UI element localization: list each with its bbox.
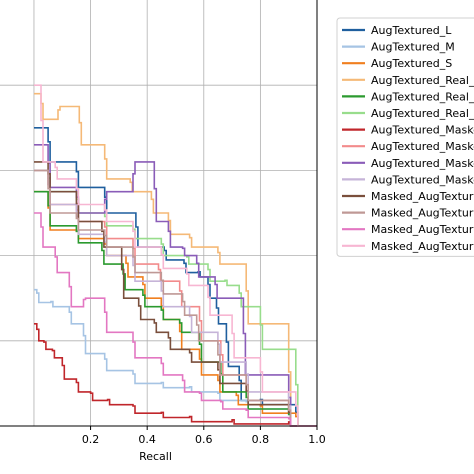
legend-label: AugTextured_Masked	[371, 140, 474, 153]
series-line-10	[34, 169, 317, 427]
x-tick-label: 1.0	[308, 433, 326, 446]
x-axis-label: Recall	[139, 450, 172, 463]
series-line-13	[34, 212, 317, 427]
legend-label: AugTextured_Masked	[371, 124, 474, 137]
series-line-14	[34, 84, 317, 427]
series-line-2	[34, 288, 317, 427]
legend-label: Masked_AugTextur	[371, 223, 474, 236]
x-tick-label: 0.6	[195, 433, 213, 446]
legend-label: AugTextured_M	[371, 41, 455, 54]
x-tick-labels: 0.2 0.4 0.6 0.8 1.0	[82, 426, 326, 446]
x-tick-label: 0.4	[138, 433, 156, 446]
legend-label: AugTextured_S	[371, 57, 452, 70]
legend-label: Masked_AugTextur	[371, 190, 474, 203]
legend-label: AugTextured_Real_	[371, 90, 474, 103]
x-tick-label: 0.2	[82, 433, 100, 446]
series-lines	[34, 84, 317, 427]
legend-label: AugTextured_L	[371, 24, 452, 37]
legend-label: Masked_AugTextur	[371, 207, 474, 220]
series-line-9	[34, 144, 317, 427]
legend-label: AugTextured_Maske	[371, 173, 474, 186]
series-line-5	[34, 190, 317, 427]
series-line-12	[34, 169, 317, 427]
legend-label: AugTextured_Real_	[371, 107, 474, 120]
legend-box	[336, 17, 474, 257]
series-line-7	[34, 323, 317, 427]
legend: AugTextured_L AugTextured_M AugTextured_S A…	[336, 17, 474, 257]
x-tick-label: 0.8	[252, 433, 270, 446]
legend-label: AugTextured_Maske	[371, 157, 474, 170]
series-line-4	[34, 92, 317, 427]
legend-label: AugTextured_Real_	[371, 74, 474, 87]
legend-label: Masked_AugTextur	[371, 240, 474, 253]
axes	[0, 0, 318, 427]
series-line-11	[34, 161, 317, 427]
